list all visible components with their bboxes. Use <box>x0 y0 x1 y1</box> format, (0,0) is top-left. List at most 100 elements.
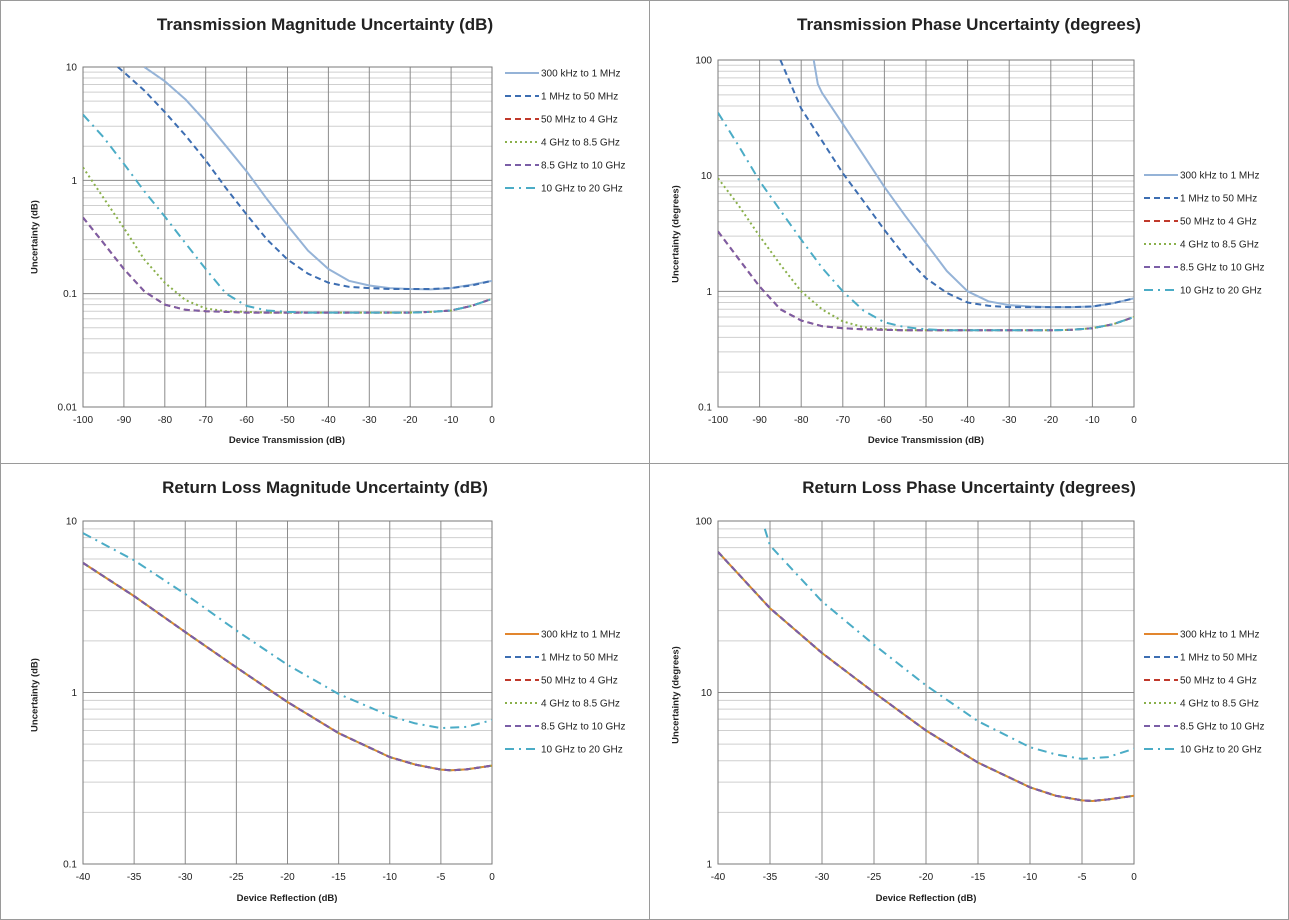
x-tick-label: -10 <box>383 872 398 883</box>
x-axis-label: Device Transmission (dB) <box>228 435 346 446</box>
x-tick-label: -100 <box>708 415 728 426</box>
chart-title: Return Loss Phase Uncertainty (degrees) <box>802 478 1136 497</box>
x-tick-label: -10 <box>1085 415 1100 426</box>
x-tick-label: -90 <box>752 415 767 426</box>
transmission-phase-panel: Transmission Phase Uncertainty (degrees)… <box>649 0 1289 464</box>
transmission-magnitude-panel: Transmission Magnitude Uncertainty (dB) … <box>0 0 650 464</box>
x-tick-label: -10 <box>1023 872 1038 883</box>
series-line <box>83 562 492 772</box>
legend-label: 1 MHz to 50 MHz <box>1180 653 1257 664</box>
x-tick-label: -20 <box>919 872 934 883</box>
y-tick-label: 10 <box>701 171 713 182</box>
plot-frame <box>717 520 1135 865</box>
x-tick-label: -70 <box>836 415 851 426</box>
x-axis-label: Device Transmission (dB) <box>867 435 985 446</box>
x-tick-label: 0 <box>489 872 495 883</box>
return-loss-magnitude-chart: 0.1 1 10 -40 -35 -30 -25 -20 -15 -10 -5 0 300 kHz to… <box>63 517 625 884</box>
legend-label: 8.5 GHz to 10 GHz <box>541 722 625 733</box>
x-tick-label: -40 <box>321 415 336 426</box>
series-line <box>763 528 1134 760</box>
x-tick-label: -20 <box>280 872 295 883</box>
legend-label: 10 GHz to 20 GHz <box>541 745 623 756</box>
plot-frame <box>717 59 1135 408</box>
series-line <box>83 166 492 314</box>
x-tick-label: -25 <box>229 872 244 883</box>
y-tick-label: 10 <box>66 517 78 528</box>
x-tick-label: -30 <box>178 872 193 883</box>
y-tick-label: 100 <box>695 517 712 528</box>
x-tick-label: -40 <box>960 415 975 426</box>
x-tick-label: -40 <box>76 872 91 883</box>
legend-label: 300 kHz to 1 MHz <box>541 630 620 641</box>
series-line <box>143 67 492 291</box>
chart-title: Return Loss Magnitude Uncertainty (dB) <box>162 478 488 497</box>
series-line <box>812 60 1134 309</box>
legend-label: 50 MHz to 4 GHz <box>541 676 618 687</box>
legend-label: 50 MHz to 4 GHz <box>1180 217 1257 228</box>
x-tick-label: -15 <box>331 872 346 883</box>
return-loss-phase-panel: Return Loss Phase Uncertainty (degrees) … <box>649 463 1289 920</box>
legend-label: 10 GHz to 20 GHz <box>1180 286 1262 297</box>
x-tick-label: -80 <box>158 415 173 426</box>
y-tick-label: 10 <box>701 688 713 699</box>
y-tick-label: 0.01 <box>58 403 78 414</box>
x-tick-label: -60 <box>239 415 254 426</box>
legend-label: 10 GHz to 20 GHz <box>1180 745 1262 756</box>
chart-title: Transmission Phase Uncertainty (degrees) <box>797 15 1141 34</box>
x-tick-label: 0 <box>489 415 495 426</box>
y-tick-label: 1 <box>706 860 712 871</box>
legend-label: 50 MHz to 4 GHz <box>541 115 618 126</box>
legend-label: 8.5 GHz to 10 GHz <box>541 161 625 172</box>
y-tick-label: 0.1 <box>698 403 712 414</box>
x-tick-label: -50 <box>280 415 295 426</box>
x-tick-label: -30 <box>815 872 830 883</box>
series-line <box>718 551 1134 802</box>
legend-label: 1 MHz to 50 MHz <box>1180 194 1257 205</box>
legend-label: 8.5 GHz to 10 GHz <box>1180 263 1264 274</box>
legend-label: 4 GHz to 8.5 GHz <box>541 699 620 710</box>
y-tick-label: 1 <box>706 287 712 298</box>
legend-label: 10 GHz to 20 GHz <box>541 184 623 195</box>
series-line <box>779 60 1134 309</box>
legend-label: 1 MHz to 50 MHz <box>541 653 618 664</box>
x-tick-label: -35 <box>763 872 778 883</box>
series-line <box>83 532 492 730</box>
return-loss-magnitude-panel: Return Loss Magnitude Uncertainty (dB) 0… <box>0 463 650 920</box>
x-tick-label: 0 <box>1131 415 1137 426</box>
return-loss-phase-chart: 1 10 100 -40 -35 -30 -25 -20 -15 -10 -5 0 300 kHz to… <box>695 517 1264 884</box>
y-tick-label: 100 <box>695 56 712 67</box>
x-tick-label: -30 <box>1002 415 1017 426</box>
legend-label: 300 kHz to 1 MHz <box>1180 630 1259 641</box>
y-tick-label: 0.1 <box>63 860 77 871</box>
x-tick-label: -60 <box>877 415 892 426</box>
x-tick-label: 0 <box>1131 872 1137 883</box>
legend-label: 4 GHz to 8.5 GHz <box>1180 699 1259 710</box>
y-tick-label: 10 <box>66 63 78 74</box>
x-tick-label: -80 <box>794 415 809 426</box>
y-axis-label: Uncertainty (dB) <box>29 658 41 732</box>
x-axis-label: Device Reflection (dB) <box>236 893 338 904</box>
y-axis-label: Uncertainty (dB) <box>29 200 41 274</box>
y-axis-label: Uncertainty (degrees) <box>670 185 682 283</box>
x-tick-label: -50 <box>919 415 934 426</box>
legend-label: 4 GHz to 8.5 GHz <box>1180 240 1259 251</box>
x-tick-label: -90 <box>117 415 132 426</box>
y-tick-label: 1 <box>71 176 77 187</box>
x-tick-label: -40 <box>711 872 726 883</box>
x-tick-label: -10 <box>444 415 459 426</box>
x-axis-label: Device Reflection (dB) <box>875 893 977 904</box>
x-tick-label: -70 <box>198 415 213 426</box>
legend-label: 50 MHz to 4 GHz <box>1180 676 1257 687</box>
series-line <box>718 112 1134 332</box>
x-tick-label: -30 <box>362 415 377 426</box>
legend-label: 300 kHz to 1 MHz <box>1180 171 1259 182</box>
legend-label: 8.5 GHz to 10 GHz <box>1180 722 1264 733</box>
plot-frame <box>82 520 493 865</box>
y-axis-label: Uncertainty (degrees) <box>670 646 682 744</box>
legend-label: 300 kHz to 1 MHz <box>541 69 620 80</box>
x-tick-label: -20 <box>403 415 418 426</box>
x-tick-label: -100 <box>73 415 93 426</box>
